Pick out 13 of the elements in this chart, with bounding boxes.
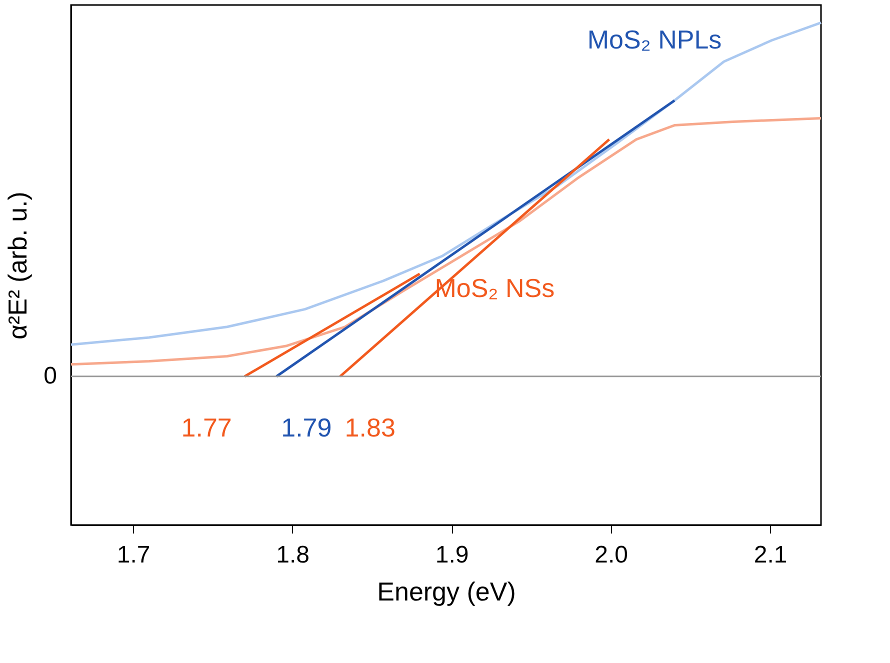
y-axis-title: α²E² (arb. u.) [2, 192, 32, 340]
series-label: MoS₂ NSs [434, 272, 555, 303]
x-tick-label: 2.0 [594, 542, 628, 568]
x-axis-title: Energy (eV) [377, 576, 516, 606]
annotation: 1.83 [344, 412, 396, 442]
x-tick-label: 2.1 [754, 542, 788, 568]
x-tick-label: 1.7 [116, 542, 150, 568]
x-tick-label: 1.8 [276, 542, 310, 568]
annotation: 1.77 [181, 412, 232, 442]
text: MoS₂ NPLs [587, 24, 722, 55]
annotation: 1.79 [281, 412, 332, 442]
ref-line-label: 0 [44, 362, 57, 390]
x-tick-label: 1.9 [435, 542, 469, 568]
